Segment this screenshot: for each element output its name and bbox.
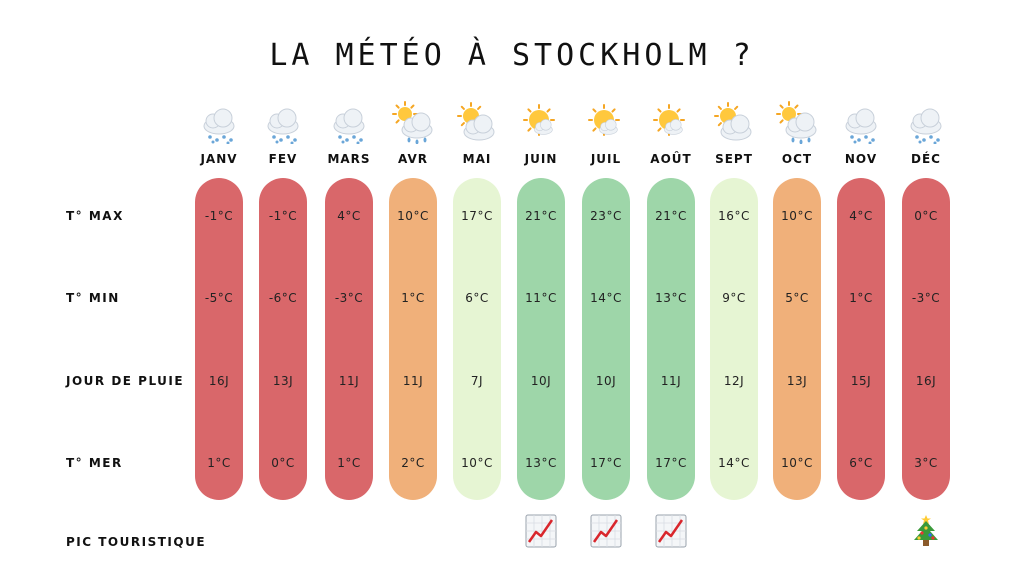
month-label: AVR bbox=[398, 152, 428, 166]
value-rain: 13J bbox=[786, 374, 808, 388]
sun-rain-cloud-icon bbox=[389, 100, 437, 145]
value-tmin: 11°C bbox=[525, 291, 557, 305]
temperature-bar bbox=[582, 178, 630, 500]
chart-increasing-icon bbox=[525, 514, 557, 548]
page-title: LA MÉTÉO À STOCKHOLM ? bbox=[269, 38, 755, 73]
sun-small-cloud-icon bbox=[517, 100, 565, 144]
sun-behind-cloud-icon bbox=[453, 100, 501, 144]
temperature-bar bbox=[517, 178, 565, 500]
month-label: JUIL bbox=[590, 152, 622, 166]
value-sea: 3°C bbox=[914, 456, 938, 470]
snow-cloud-icon bbox=[837, 100, 885, 145]
value-tmax: -1°C bbox=[268, 209, 298, 223]
row-label-peak: PIC TOURISTIQUE bbox=[66, 535, 207, 549]
value-rain: 11J bbox=[338, 374, 360, 388]
snow-cloud-icon bbox=[902, 100, 950, 145]
temperature-bar bbox=[453, 178, 501, 500]
value-sea: 10°C bbox=[781, 456, 813, 470]
value-rain: 16J bbox=[915, 374, 937, 388]
value-tmin: 13°C bbox=[655, 291, 687, 305]
value-tmin: -5°C bbox=[204, 291, 234, 305]
value-tmax: 4°C bbox=[337, 209, 361, 223]
value-tmin: 6°C bbox=[465, 291, 489, 305]
row-label-tmin: T° MIN bbox=[66, 291, 120, 305]
temperature-bar bbox=[710, 178, 758, 500]
value-sea: 1°C bbox=[207, 456, 231, 470]
value-tmax: 10°C bbox=[397, 209, 429, 223]
month-label: JANV bbox=[200, 152, 238, 166]
value-sea: 13°C bbox=[525, 456, 557, 470]
snow-cloud-icon bbox=[195, 100, 243, 145]
value-tmin: 14°C bbox=[590, 291, 622, 305]
temperature-bar bbox=[259, 178, 307, 500]
value-tmax: 16°C bbox=[718, 209, 750, 223]
value-sea: 1°C bbox=[337, 456, 361, 470]
value-rain: 16J bbox=[208, 374, 230, 388]
value-sea: 17°C bbox=[590, 456, 622, 470]
month-label: NOV bbox=[844, 152, 878, 166]
month-label: MARS bbox=[327, 152, 371, 166]
month-label: SEPT bbox=[715, 152, 753, 166]
chart-increasing-icon bbox=[655, 514, 687, 548]
value-sea: 2°C bbox=[401, 456, 425, 470]
temperature-bar bbox=[902, 178, 950, 500]
value-rain: 10J bbox=[530, 374, 552, 388]
sun-rain-cloud-icon bbox=[773, 100, 821, 145]
month-label: OCT bbox=[781, 152, 813, 166]
sun-small-cloud-icon bbox=[582, 100, 630, 144]
temperature-bar bbox=[837, 178, 885, 500]
row-label-tmax: T° MAX bbox=[66, 209, 124, 223]
value-tmax: 0°C bbox=[914, 209, 938, 223]
temperature-bar bbox=[389, 178, 437, 500]
temperature-bar bbox=[773, 178, 821, 500]
value-tmin: -3°C bbox=[334, 291, 364, 305]
temperature-bar bbox=[647, 178, 695, 500]
month-label: DÉC bbox=[911, 152, 941, 166]
value-sea: 0°C bbox=[271, 456, 295, 470]
value-sea: 6°C bbox=[849, 456, 873, 470]
christmas-tree-icon bbox=[910, 514, 942, 548]
value-tmin: -6°C bbox=[268, 291, 298, 305]
temperature-bar bbox=[195, 178, 243, 500]
month-label: MAI bbox=[462, 152, 492, 166]
row-label-rain: JOUR DE PLUIE bbox=[66, 374, 185, 388]
value-tmin: 1°C bbox=[849, 291, 873, 305]
value-rain: 11J bbox=[402, 374, 424, 388]
sun-small-cloud-icon bbox=[647, 100, 695, 144]
value-tmin: 1°C bbox=[401, 291, 425, 305]
value-tmin: 5°C bbox=[785, 291, 809, 305]
value-sea: 17°C bbox=[655, 456, 687, 470]
value-rain: 11J bbox=[660, 374, 682, 388]
month-label: AOÛT bbox=[650, 152, 692, 166]
sun-behind-cloud-icon bbox=[710, 100, 758, 144]
value-tmax: 10°C bbox=[781, 209, 813, 223]
value-rain: 15J bbox=[850, 374, 872, 388]
snow-cloud-icon bbox=[325, 100, 373, 145]
value-tmax: 23°C bbox=[590, 209, 622, 223]
chart-increasing-icon bbox=[590, 514, 622, 548]
temperature-bar bbox=[325, 178, 373, 500]
month-label: FEV bbox=[268, 152, 298, 166]
row-label-sea: T° MER bbox=[66, 456, 123, 470]
month-label: JUIN bbox=[524, 152, 558, 166]
value-rain: 10J bbox=[595, 374, 617, 388]
value-tmax: 21°C bbox=[525, 209, 557, 223]
value-sea: 10°C bbox=[461, 456, 493, 470]
value-tmax: 17°C bbox=[461, 209, 493, 223]
value-tmin: -3°C bbox=[911, 291, 941, 305]
value-tmin: 9°C bbox=[722, 291, 746, 305]
value-rain: 13J bbox=[272, 374, 294, 388]
value-tmax: 4°C bbox=[849, 209, 873, 223]
value-rain: 7J bbox=[470, 374, 484, 388]
value-tmax: 21°C bbox=[655, 209, 687, 223]
value-tmax: -1°C bbox=[204, 209, 234, 223]
value-sea: 14°C bbox=[718, 456, 750, 470]
value-rain: 12J bbox=[723, 374, 745, 388]
snow-cloud-icon bbox=[259, 100, 307, 145]
